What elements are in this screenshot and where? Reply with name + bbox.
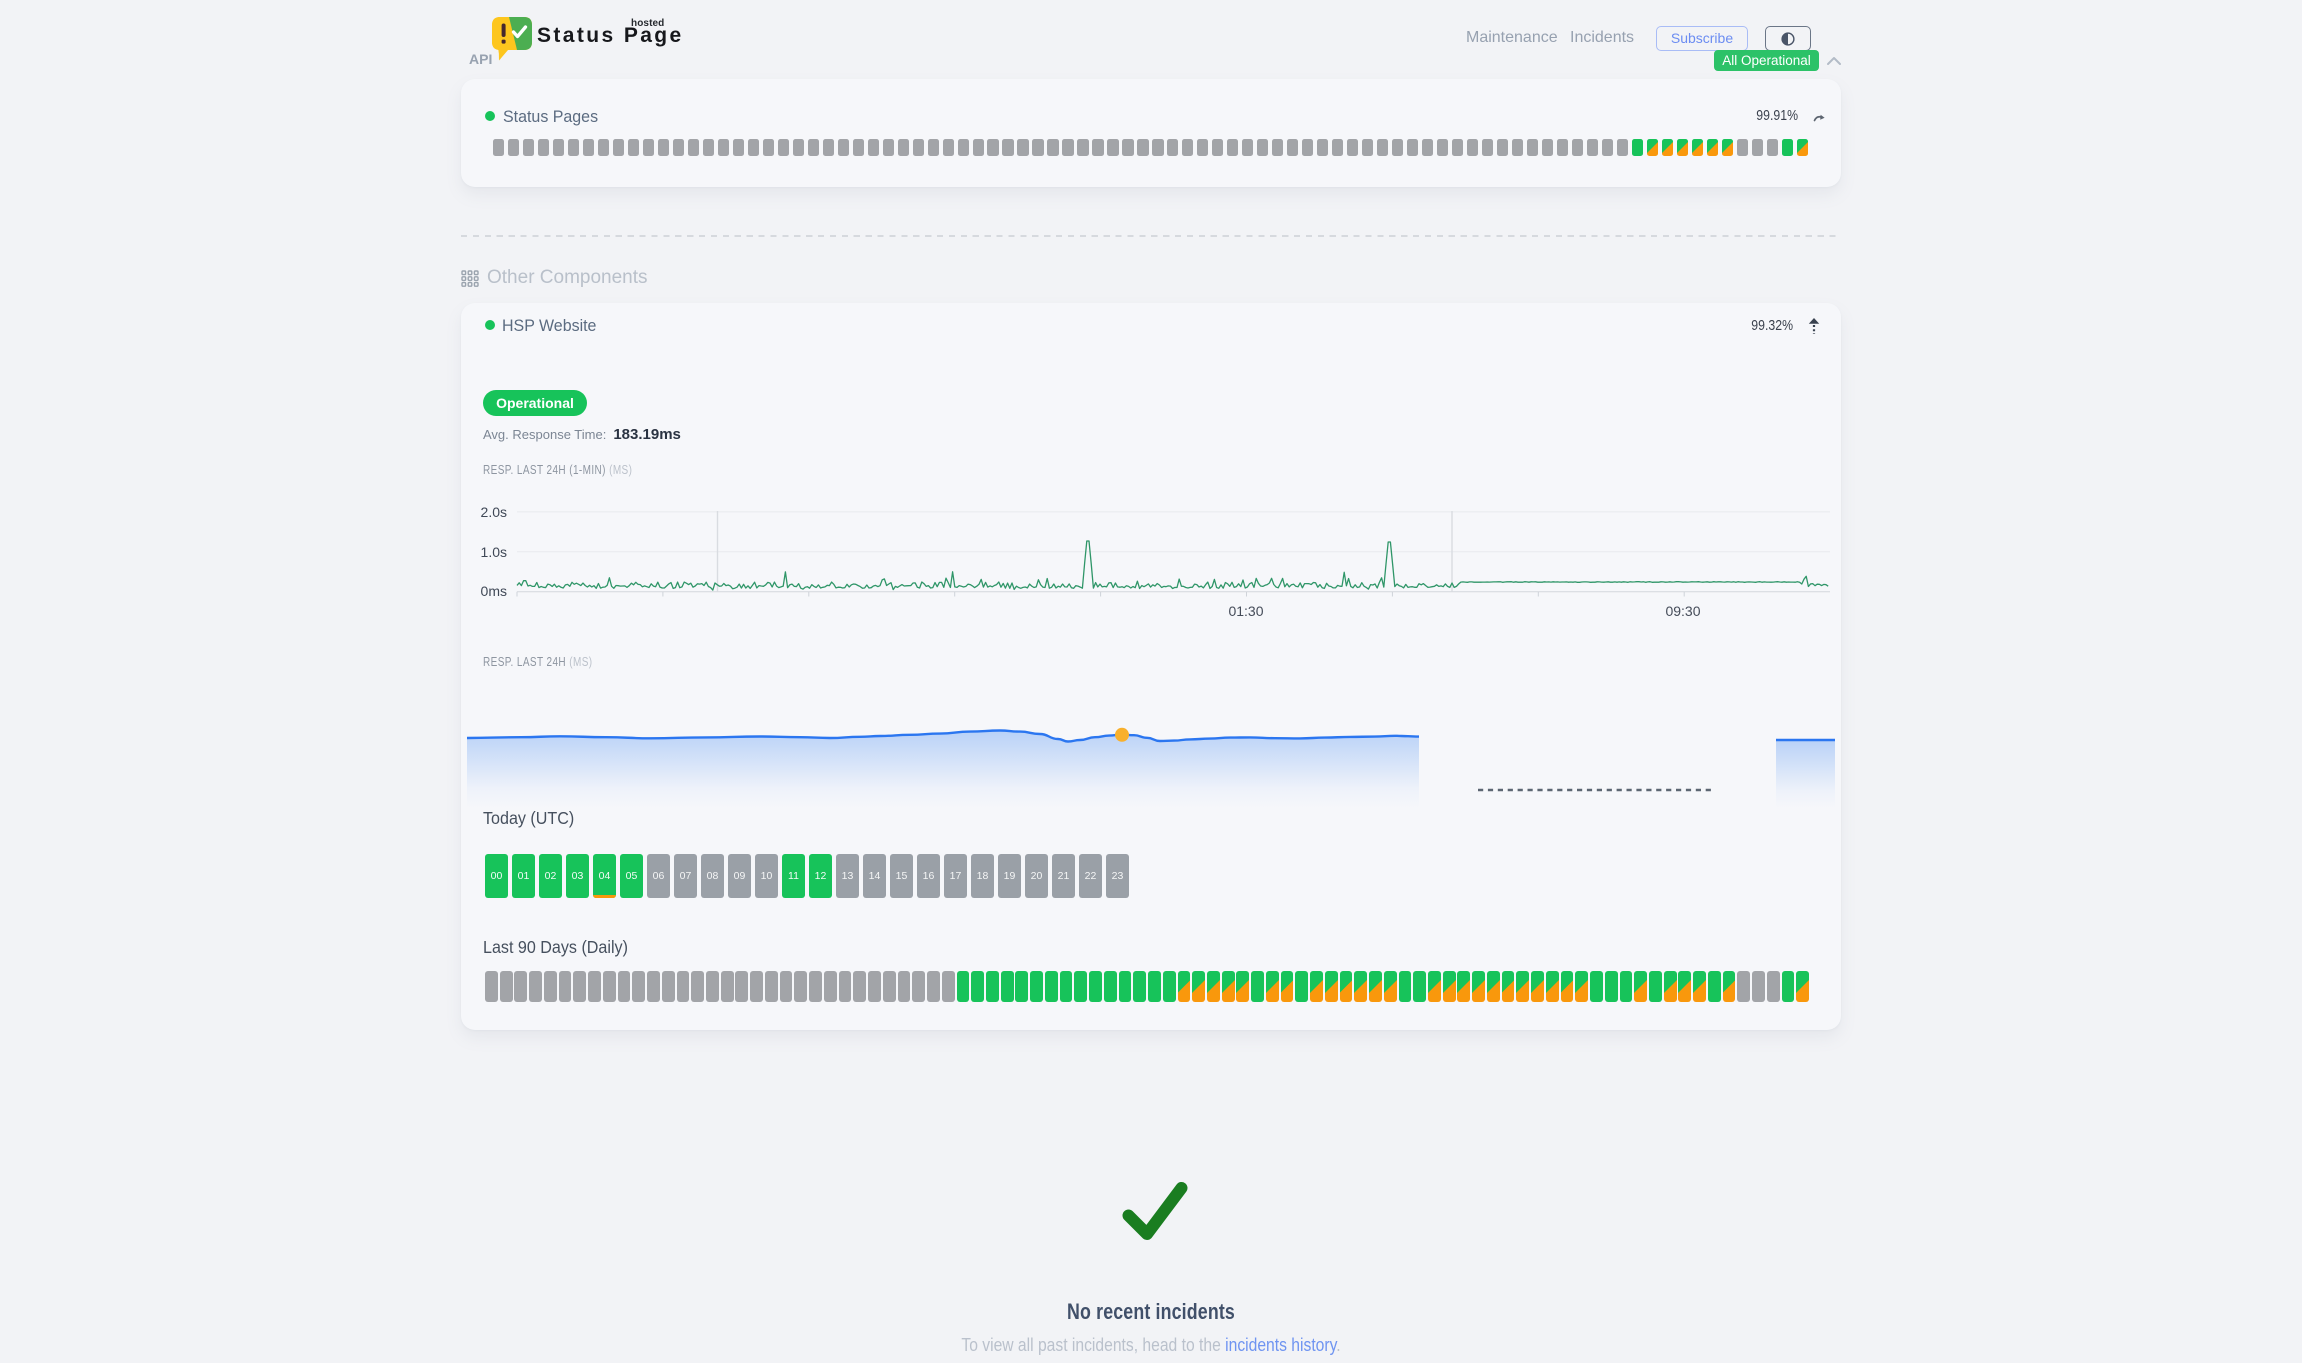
svg-text:1.0s: 1.0s [481,544,507,560]
svg-text:01:30: 01:30 [1228,603,1263,619]
svg-text:09:30: 09:30 [1665,603,1700,619]
svg-text:2.0s: 2.0s [481,504,507,520]
svg-text:0ms: 0ms [481,583,507,599]
